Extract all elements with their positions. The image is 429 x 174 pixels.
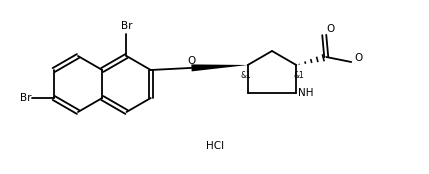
Text: Br: Br	[20, 93, 31, 103]
Text: &1: &1	[240, 70, 251, 80]
Polygon shape	[191, 64, 248, 71]
Text: NH: NH	[299, 88, 314, 98]
Text: &1: &1	[294, 70, 305, 80]
Text: O: O	[354, 53, 363, 63]
Text: O: O	[326, 24, 334, 34]
Text: O: O	[187, 56, 196, 66]
Text: HCl: HCl	[206, 141, 224, 151]
Text: Br: Br	[121, 21, 132, 31]
